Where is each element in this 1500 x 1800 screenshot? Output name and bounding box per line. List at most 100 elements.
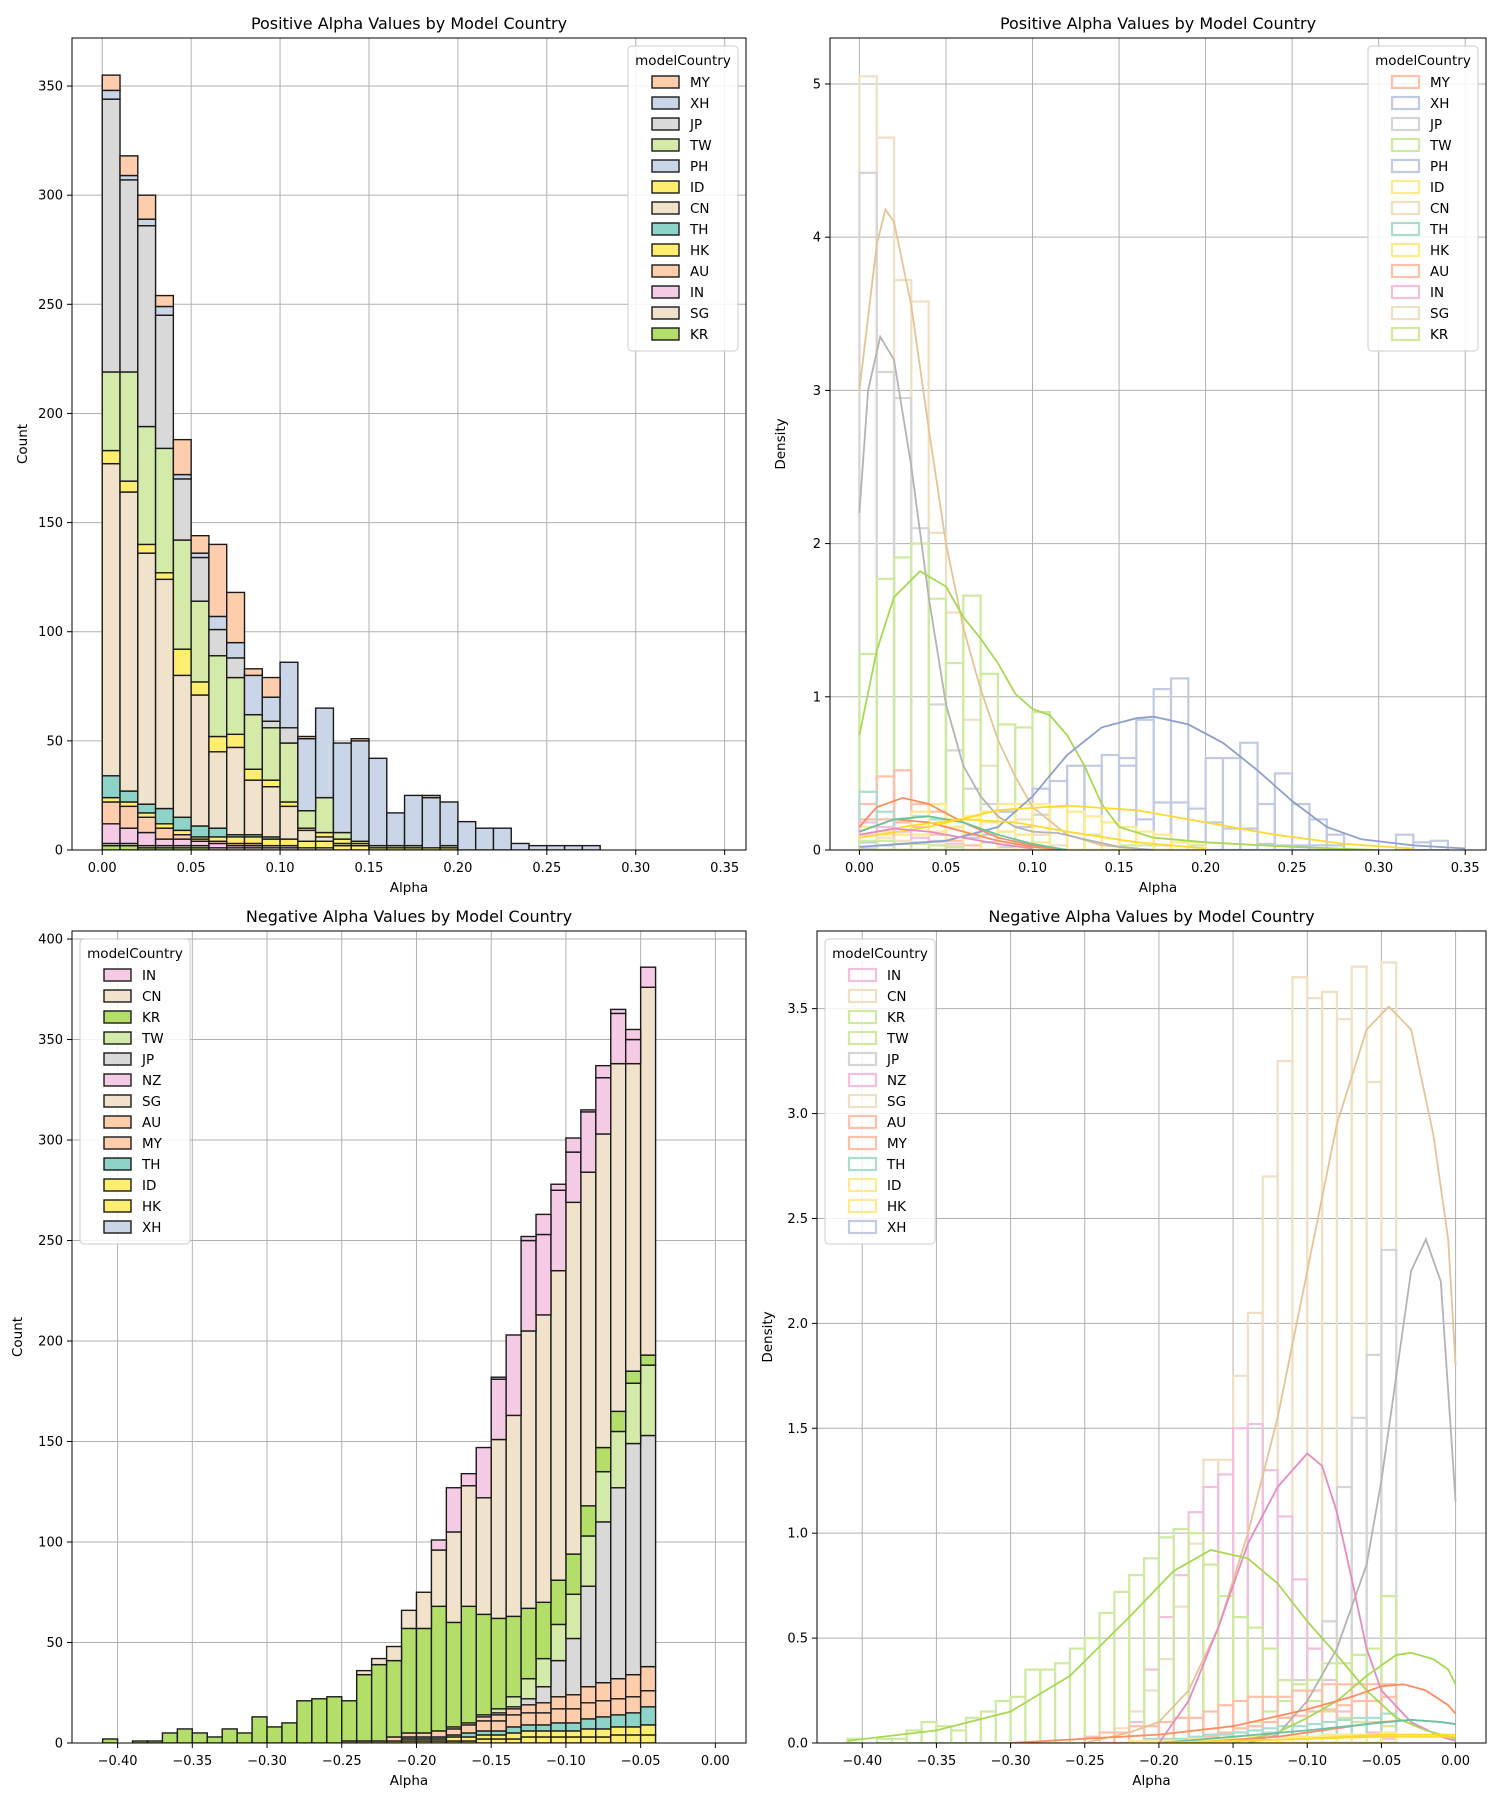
ticks: −0.40 −0.35 −0.30 −0.25 −0.20 −0.15 −0.10 −0.05… [787,1002,1470,1769]
legend-swatch-TH [651,222,680,236]
bar-MY [595,1700,612,1718]
bar-XH [457,820,477,850]
y-tick-label: 1 [813,690,821,705]
bar-XH [154,305,175,316]
legend-label-TH: TH [1429,222,1448,238]
bar-AU [610,1677,627,1700]
hist-bin-TW [875,577,896,850]
bar-XH [279,661,299,729]
x-tick-label: 0.35 [1451,861,1480,876]
x-axis-label: Alpha [390,1773,428,1789]
bar-MY [639,1690,657,1708]
bar-ID [610,1726,627,1736]
bar-CN [610,1062,627,1413]
hist-bin-TH [1335,1718,1353,1743]
y-tick-label: 1.5 [787,1422,808,1437]
bar-KR [460,1605,477,1724]
bar-CN [505,1414,522,1618]
y-tick-label: 200 [38,1335,63,1350]
bar-HK [297,840,317,849]
bar-XH [368,757,388,847]
hist-bin-KR [1335,1716,1353,1743]
bar-TH [520,1724,537,1732]
bar-JP [279,727,299,744]
legend-swatch-JP [847,1051,878,1067]
hist-bin-PH [1169,677,1190,850]
hist-bin-KR [1098,1611,1116,1743]
bar-AU [137,816,157,834]
bar-TW [261,727,281,781]
bar-remainder [421,794,441,799]
x-tick-label: −0.35 [916,1754,956,1769]
bar-IN [154,838,175,847]
bar-JP [119,179,139,373]
y-tick-label: 5 [813,77,821,92]
bar-TH [208,827,228,838]
bar-TW [243,713,263,770]
bar-MY [172,438,192,476]
bar-CN [208,751,228,829]
series-IN [430,966,657,1551]
hist-bin-CN [1187,1542,1205,1743]
bar-ID [595,1728,612,1738]
legend-swatch-HK [103,1199,132,1213]
bar-KR [624,1370,642,1384]
bar-TW [565,1593,582,1640]
hist-bin-TW [1031,711,1051,850]
bar-CN [385,1645,403,1662]
bar-KR [161,1732,179,1743]
x-tick-label: −0.30 [991,1754,1031,1769]
hist-bin-PH [1429,839,1450,850]
x-axis-label: Alpha [1139,880,1177,896]
bar-KR [311,1698,328,1743]
x-tick-label: 0.00 [88,861,117,876]
y-tick-label: 200 [38,407,63,422]
legend-swatch-MY [847,1135,878,1151]
bar-XH [492,827,512,850]
y-tick-label: 2.0 [787,1317,808,1332]
x-tick-label: 0.30 [621,861,650,876]
hist-bin-CN [1365,1080,1383,1743]
bar-ID [535,1730,552,1738]
legend-swatch-CN [1390,200,1421,216]
bar-ID [624,1726,642,1736]
y-tick-label: 250 [38,298,63,313]
hist-bin-HK [1152,833,1173,850]
legend-swatch-AU [1390,263,1421,279]
y-axis-label: Density [773,418,789,469]
bar-CN [535,1314,552,1604]
bar-TH [172,816,192,832]
bar-TH [154,807,175,825]
bar-CN [475,1497,492,1616]
bar-JP [101,98,121,373]
bar-KR [490,1617,507,1710]
legend-label-KR: KR [887,1010,905,1026]
bar-ID [565,1730,582,1738]
bar-KR [191,1732,208,1743]
bar-XH [261,696,281,722]
bar-XH [510,842,530,850]
legend-label-TH: TH [886,1157,905,1173]
bar-remainder [595,1064,612,1079]
x-tick-label: 0.35 [710,861,739,876]
y-tick-label: 350 [38,1033,63,1048]
bar-MY [101,74,121,92]
legend-label-ID: ID [690,180,704,196]
series-KR [101,1354,657,1743]
legend-swatch-SG [1390,305,1421,321]
bar-IN [595,1077,612,1135]
bar-TW [610,1430,627,1489]
bar-MY [226,591,246,644]
legend-swatch-AU [103,1115,132,1129]
hist-bin-CN [1335,1018,1353,1743]
legend-swatch-KR [103,1010,132,1024]
legend-swatch-IN [103,968,132,982]
y-axis-label: Count [15,424,31,464]
series-TW [101,371,459,849]
y-tick-label: 400 [38,933,63,948]
legend-label-JP: JP [886,1052,899,1068]
bar-KR [326,1696,343,1743]
legend: modelCountry MY XH JP TW PH ID CN TH HK AU IN SG KR [1367,45,1479,352]
x-tick-label: −0.05 [621,1754,661,1769]
legend-label-IN: IN [887,968,901,984]
